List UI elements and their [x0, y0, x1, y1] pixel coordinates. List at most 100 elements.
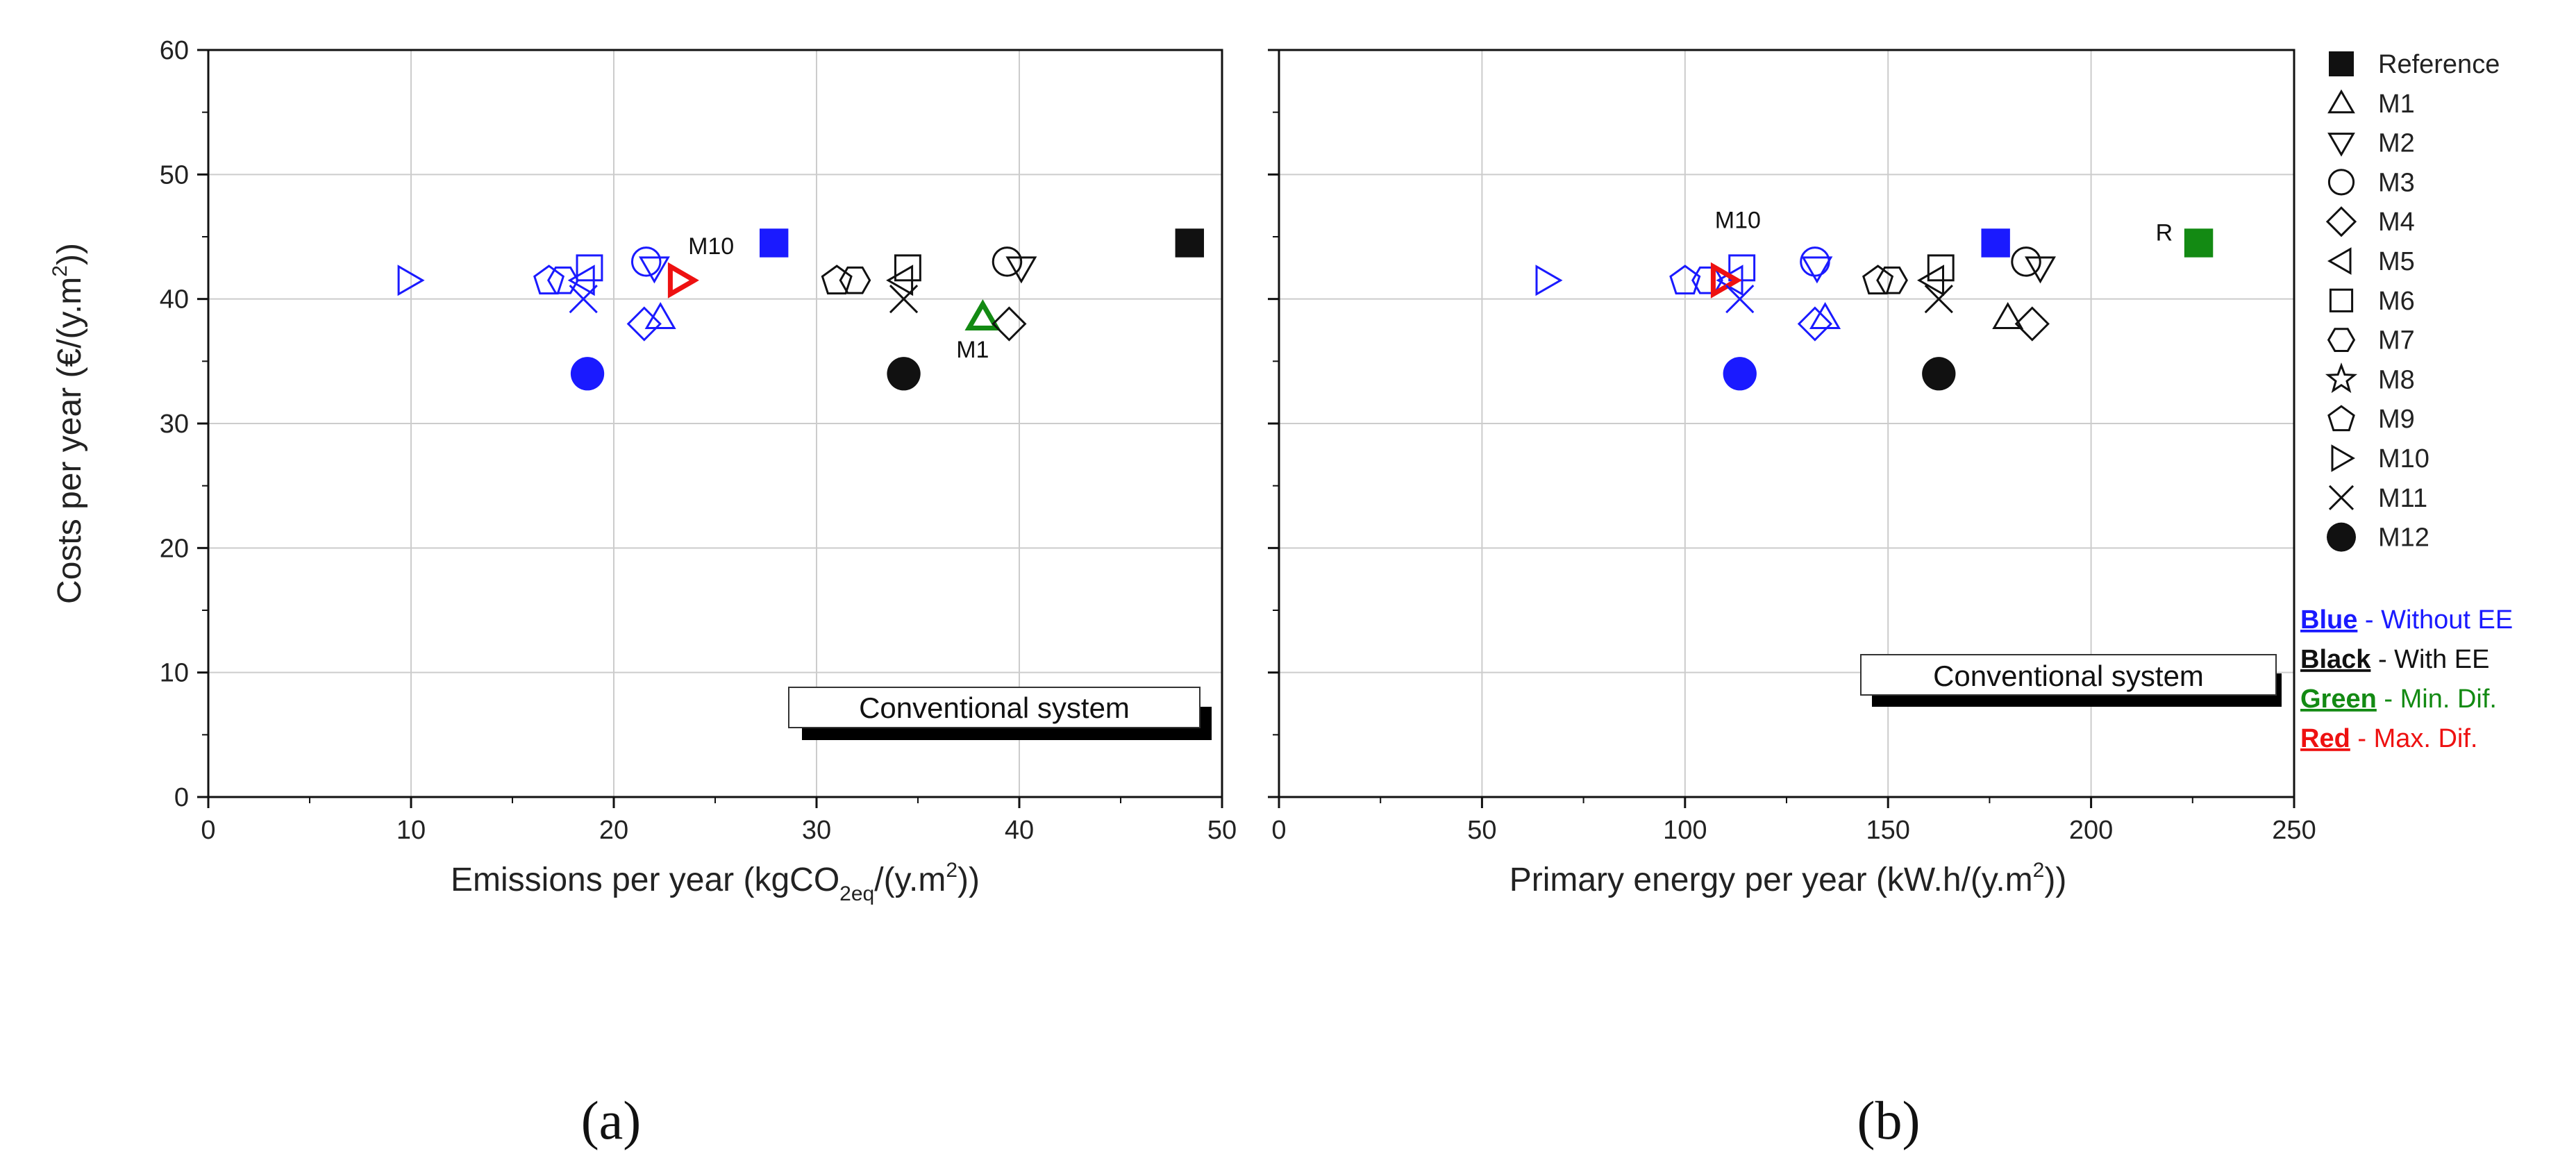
legend-label-m3: M3: [2378, 168, 2415, 197]
legend-label-m6: M6: [2378, 287, 2415, 316]
point-m10-without-ee: [1535, 265, 1563, 296]
chart-b: 0 50 100 150 200 250 Conventional system M10 R…: [1268, 49, 2316, 1150]
x-axis-title-a-mid: /(y.m: [874, 862, 946, 898]
points-a: [397, 228, 1204, 391]
point-m10-without-ee: [397, 265, 425, 296]
point-m10-max-dif: [667, 262, 699, 299]
x-axis-title-a-sup: 2: [946, 859, 957, 882]
box-label-a: Conventional system: [859, 691, 1130, 724]
annotation-r: R: [2156, 219, 2173, 246]
legend-marker-m8: [2325, 362, 2358, 394]
color-key-desc: - With EE: [2370, 645, 2489, 674]
legend-label-m2: M2: [2378, 129, 2415, 158]
point-reference-without-ee: [759, 228, 789, 258]
color-key-desc: - Without EE: [2357, 605, 2513, 635]
point-m12-without-ee: [570, 357, 605, 391]
point-m11-with-ee: [1924, 285, 1953, 314]
chart-a: 0 10 20 30 40 50 0 10 20 30 40 50 60 Conventional sy…: [49, 36, 1237, 1150]
point-m12-with-ee: [1922, 357, 1956, 391]
y-tick-label: 10: [160, 659, 189, 688]
annotation-m1: M1: [956, 337, 989, 363]
x-tick-label-a: 10: [396, 816, 426, 845]
x-tick-label-b: 100: [1663, 816, 1707, 845]
conventional-system-box-a: Conventional system: [788, 687, 1212, 740]
ticks-a: 0 10 20 30 40 50 0 10 20 30 40 50 60: [160, 36, 1237, 845]
legend-marker-m2: [2327, 133, 2355, 157]
color-key-blue: Blue - Without EE: [2300, 605, 2513, 635]
legend-label-m12: M12: [2378, 523, 2429, 553]
y-tick-label: 20: [160, 534, 189, 563]
y-tick-label: 40: [160, 285, 189, 315]
color-key-word: Green: [2300, 685, 2377, 714]
x-axis-title-b-main: Primary energy per year (kW.h/(y.m: [1509, 862, 2033, 898]
color-key-red: Red - Max. Dif.: [2300, 724, 2477, 753]
legend-marker-reference: [2329, 51, 2354, 76]
x-axis-title-b-end: )): [2044, 862, 2066, 898]
y-axis-title: Costs per year (€/(y.m2)): [49, 243, 88, 604]
points-b: [1535, 228, 2214, 391]
legend-label-m4: M4: [2378, 208, 2415, 237]
box-label-b: Conventional system: [1933, 660, 2204, 692]
point-m9-with-ee: [1862, 265, 1894, 295]
legend-label-m10: M10: [2378, 444, 2429, 473]
color-key-black: Black - With EE: [2300, 645, 2489, 674]
y-axis-title-end: )): [51, 243, 88, 265]
x-axis-title-a-main: Emissions per year (kgCO: [451, 862, 839, 898]
point-m2-without-ee: [638, 256, 670, 284]
panel-label-b: (b): [1857, 1090, 1921, 1150]
point-m6-without-ee: [576, 254, 603, 282]
legend-label-m7: M7: [2378, 326, 2415, 355]
point-m9-with-ee: [821, 265, 853, 295]
legend-label-m9: M9: [2378, 405, 2415, 434]
x-tick-label-b: 0: [1271, 816, 1286, 845]
x-axis-title-a-sub: 2eq: [839, 882, 874, 905]
legend-marker-m7: [2327, 328, 2356, 352]
color-key: Blue - Without EE Black - With EE Green - …: [2300, 605, 2513, 753]
point-m9-without-ee: [533, 265, 565, 295]
x-tick-label-a: 40: [1005, 816, 1034, 845]
point-m3-without-ee: [1800, 246, 1830, 277]
point-m4-with-ee: [992, 306, 1027, 342]
point-m3-with-ee: [992, 246, 1023, 277]
point-m11-without-ee: [569, 285, 598, 314]
point-m10-max-dif: [1710, 262, 1742, 299]
panel-label-a: (a): [581, 1090, 642, 1150]
color-key-word: Black: [2300, 645, 2371, 674]
point-reference-min-dif: [2184, 228, 2214, 258]
legend-label-m8: M8: [2378, 365, 2415, 394]
legend-label-m1: M1: [2378, 90, 2415, 119]
point-m11-without-ee: [1725, 285, 1755, 314]
legend-marker-m5: [2327, 247, 2352, 275]
annotation-m10: M10: [1715, 207, 1761, 233]
point-m12-with-ee: [887, 357, 921, 391]
conventional-system-box-b: Conventional system: [1860, 654, 2282, 707]
y-axis-title-sup: 2: [49, 265, 72, 277]
x-tick-label-a: 0: [201, 816, 215, 845]
point-m12-without-ee: [1723, 357, 1757, 391]
color-key-word: Blue: [2300, 605, 2357, 635]
annotation-m10: M10: [688, 233, 734, 260]
point-m1-without-ee: [1809, 302, 1841, 329]
point-m7-with-ee: [1876, 266, 1908, 294]
box-face-a: [788, 687, 1201, 728]
box-face-b: [1860, 654, 2277, 696]
x-tick-label-b: 150: [1866, 816, 1909, 845]
x-axis-title-b-sup: 2: [2033, 859, 2045, 882]
x-axis-title-a: Emissions per year (kgCO2eq/(y.m2)): [451, 859, 980, 905]
point-reference-without-ee: [1981, 228, 2010, 258]
legend-label-m11: M11: [2378, 484, 2427, 513]
legend-marker-m10: [2331, 444, 2356, 472]
y-tick-label: 30: [160, 410, 189, 439]
legend-label-m5: M5: [2378, 247, 2415, 276]
point-m6-with-ee: [1927, 254, 1955, 282]
point-m2-without-ee: [1801, 256, 1833, 284]
point-m9-without-ee: [1669, 265, 1701, 295]
legend-marker-m4: [2325, 206, 2357, 237]
x-tick-label-b: 200: [2069, 816, 2113, 845]
x-tick-label-a: 50: [1207, 816, 1237, 845]
point-m1-min-dif: [964, 299, 1001, 330]
point-m7-without-ee: [547, 266, 579, 294]
x-tick-label-a: 30: [802, 816, 831, 845]
